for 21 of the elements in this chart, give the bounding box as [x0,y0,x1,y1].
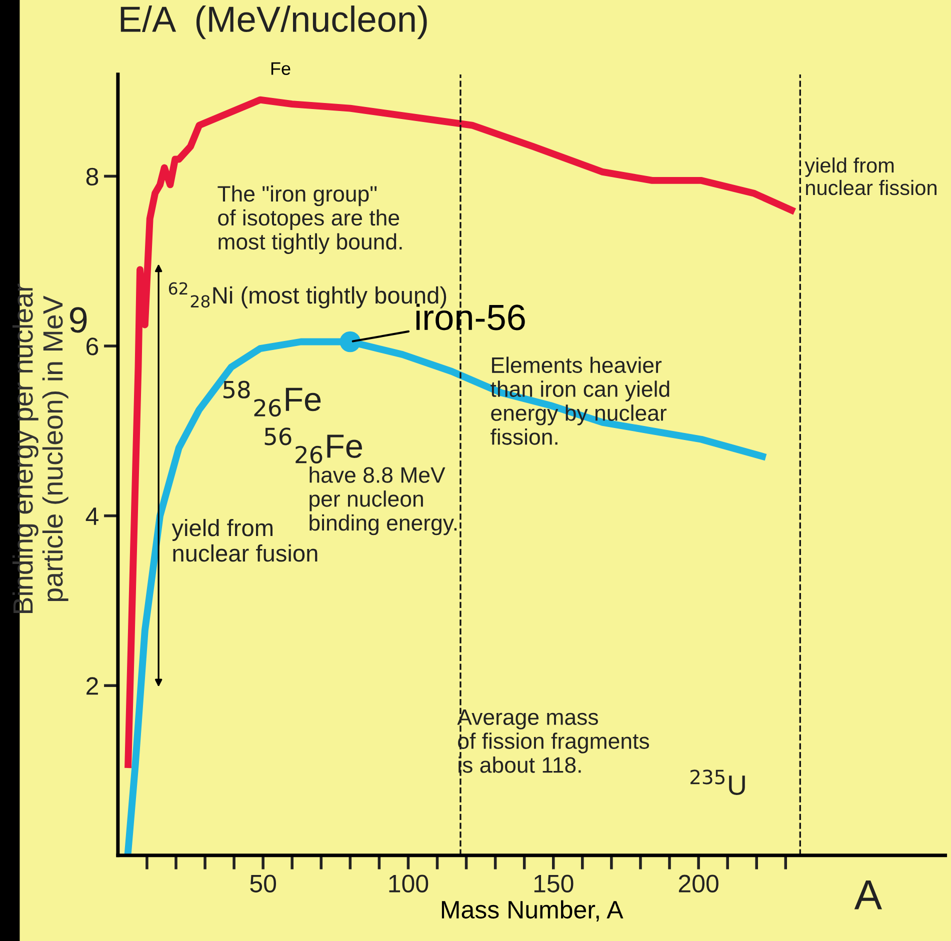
y-axis-title: Binding energy per nuclear particle (nucleon) in MeV [12,284,68,613]
y-tick-label: 6 [86,338,98,356]
annotation: $^{58}$$_{26}$Fe [223,380,321,417]
annotation: $^{235}$U [690,770,745,795]
annotation: $^{56}$$_{26}$Fe [264,428,362,464]
x-tick-label: 100 [389,874,428,892]
x-tick-label: 200 [678,874,718,892]
annotation: Fe [271,62,290,75]
x-tick-label: 150 [534,874,574,892]
y-tick-label: 4 [86,508,98,525]
text: 9 [70,307,87,333]
x-tick-label: 50 [250,874,276,892]
y-tick-label: 8 [86,168,98,186]
y-tick-label: 2 [86,677,98,695]
annotation: The "iron group" of isotopes are the most tightly bound. [218,185,402,254]
annotation: yield from nuclear fission [804,157,936,196]
text: E/A (MeV/nucleon) [120,6,427,40]
x-axis-title: Mass Number, A [442,900,624,922]
annotation: have 8.8 MeV per nucleon binding energy. [310,466,457,536]
annotation: Average mass of fission fragments is about 118. [457,709,650,773]
text: A [854,880,882,910]
